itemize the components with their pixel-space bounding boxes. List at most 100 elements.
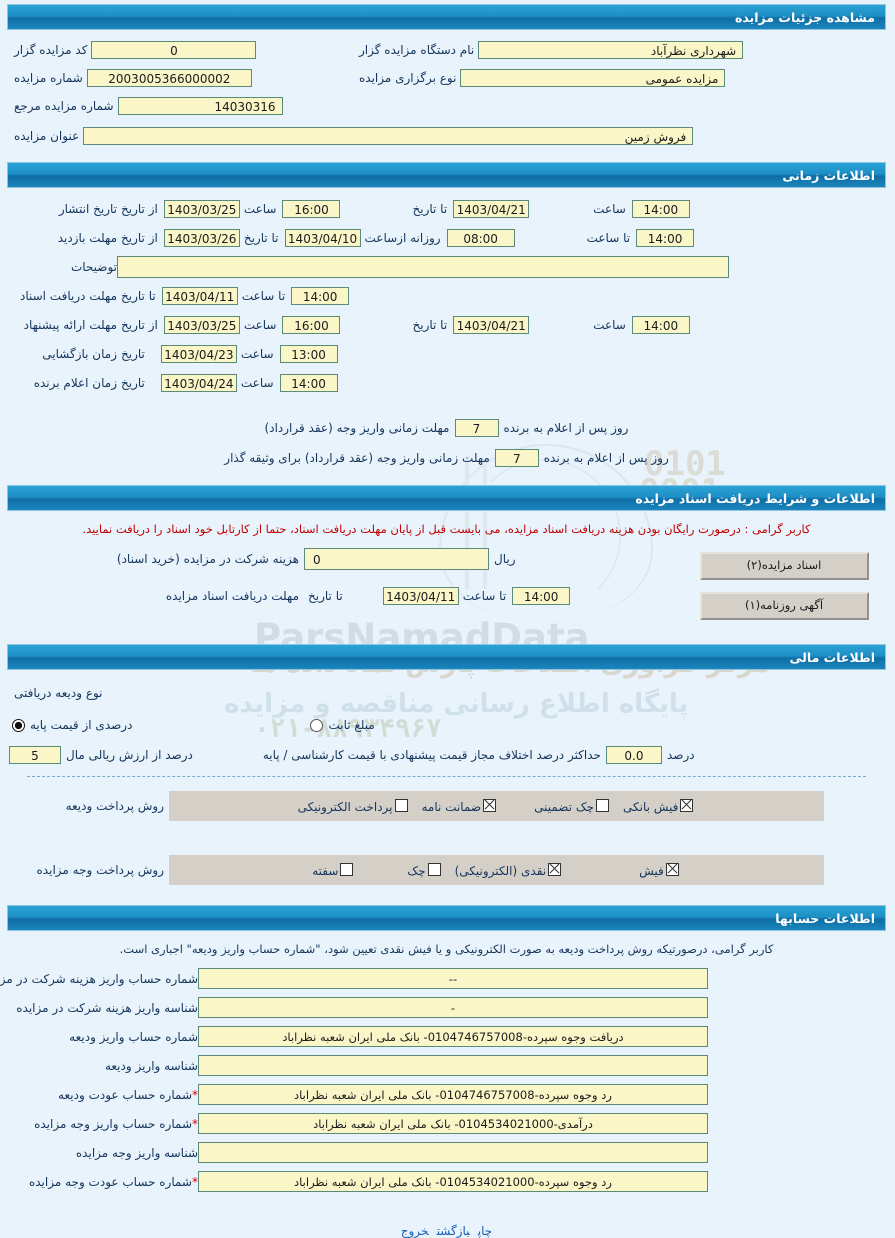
value-percent[interactable]: 5	[10, 746, 62, 764]
checkbox-cheque-icon[interactable]	[428, 862, 442, 876]
value-opening-time[interactable]: 13:00	[280, 344, 339, 363]
value-doc-deadline-date[interactable]: 1403/04/11	[383, 586, 460, 605]
radio-percent-of-base[interactable]	[13, 718, 26, 732]
checkbox-item-receipt[interactable]: فیش	[640, 862, 682, 878]
label-participation-cost: هزینه شرکت در مزایده (خرید اسناد)	[117, 551, 300, 566]
value-publish-from-time[interactable]: 16:00	[283, 199, 342, 218]
value-auction-code[interactable]: 0	[92, 41, 258, 59]
label-guarantee-letter: ضمانت نامه	[422, 799, 483, 814]
exit-link[interactable]: خروج	[401, 1224, 430, 1238]
checkbox-receipt-icon[interactable]	[666, 862, 680, 876]
checkbox-guaranteed-cheque-icon[interactable]	[596, 798, 610, 812]
value-account-7[interactable]: رد وجوه سپرده-0104534021000- بانک ملی ای…	[199, 1171, 709, 1192]
auction-documents-button[interactable]: اسناد مزایده(۲)	[700, 552, 870, 580]
row-account-4: *شماره حساب عودت ودیعه رد وجوه سپرده-010…	[10, 1080, 885, 1109]
value-proposal-till-date[interactable]: 1403/04/21	[454, 315, 531, 334]
checkbox-item-promissory-note[interactable]: سفته	[313, 862, 356, 878]
value-account-1[interactable]: -	[199, 997, 709, 1018]
value-auction-number[interactable]: 2003005366000002	[87, 69, 253, 87]
radio-fixed-amount[interactable]	[311, 718, 325, 732]
row-deposit-basis: درصدی از قیمت پایه مبلغ ثابت	[10, 710, 885, 740]
value-proposal-from-time[interactable]: 16:00	[283, 315, 342, 334]
label-description: توضیحات	[71, 259, 118, 274]
value-account-3[interactable]	[199, 1055, 709, 1076]
value-publish-till-date[interactable]: 1403/04/21	[454, 199, 531, 218]
value-publish-till-time[interactable]: 14:00	[632, 199, 691, 218]
value-account-5[interactable]: درآمدی-0104534021000- بانک ملی ایران شعب…	[199, 1113, 709, 1134]
checkbox-item-cash-electronic[interactable]: نقدی (الکترونیکی)	[456, 862, 565, 878]
label-ref-number: شماره مزایده مرجع	[15, 99, 115, 113]
value-proposal-till-time[interactable]: 14:00	[632, 315, 691, 334]
row-deposit-type: نوع ودیعه دریافتی	[10, 676, 885, 710]
newspaper-ad-button[interactable]: آگهی روزنامه(۱)	[700, 592, 870, 620]
section-header-details: مشاهده جزئیات مزایده	[8, 4, 887, 30]
value-visit-daily-end[interactable]: 14:00	[637, 228, 696, 247]
checkbox-electronic-payment-icon[interactable]	[395, 798, 409, 812]
row-auction-title: عنوان مزایده فروش زمین	[10, 122, 885, 150]
label-promissory-note: سفته	[313, 863, 340, 878]
value-payment-deadline-2[interactable]: 7	[495, 449, 540, 467]
label-account-5: *شماره حساب واریز وجه مزایده	[10, 1117, 199, 1131]
value-payment-deadline-1[interactable]: 7	[455, 419, 500, 437]
value-description[interactable]	[118, 255, 730, 278]
label-winner-announce-time: زمان اعلام برنده	[34, 375, 118, 390]
row-proposal-deadline: مهلت ارائه پیشنهاد از تاریخ 1403/03/25 س…	[10, 310, 885, 339]
checkbox-item-guaranteed-cheque[interactable]: چک تضمینی	[535, 798, 612, 814]
checkbox-item-cheque[interactable]: چک	[408, 862, 443, 878]
value-opening-date[interactable]: 1403/04/23	[161, 344, 238, 363]
value-organization[interactable]: شهرداری نظرآباد	[479, 41, 745, 59]
value-visit-till-date[interactable]: 1403/04/10	[285, 228, 362, 247]
accounts-notice: کاربر گرامی، درصورتیکه روش پرداخت ودیعه …	[120, 942, 775, 956]
value-participation-cost[interactable]: 0	[305, 547, 490, 570]
label-date-opening: تاریخ	[122, 346, 146, 361]
checkbox-bank-receipt-icon[interactable]	[681, 798, 695, 812]
row-account-1: شناسه واریز هزینه شرکت در مزایده -	[10, 993, 885, 1022]
checkbox-item-electronic-payment[interactable]: پرداخت الکترونیکی	[299, 798, 411, 814]
label-auction-number: شماره مزایده	[15, 71, 84, 85]
checkbox-item-guarantee-letter[interactable]: ضمانت نامه	[422, 798, 500, 814]
required-marker-5: *	[193, 1116, 199, 1131]
checkbox-item-bank-receipt[interactable]: فیش بانکی	[624, 798, 696, 814]
row-payment-deadline-2: مهلت زمانی واریز وجه (عقد قرارداد) برای …	[10, 443, 885, 473]
label-daily-from-hour: روزانه ازساعت	[365, 230, 442, 245]
label-payment-deadline-1: مهلت زمانی واریز وجه (عقد قرارداد)	[265, 421, 451, 435]
row-visit-deadline: مهلت بازدید از تاریخ 1403/03/26 تا تاریخ…	[10, 223, 885, 252]
label-proposal-deadline: مهلت ارائه پیشنهاد	[24, 317, 118, 332]
value-ref-number[interactable]: 14030316	[118, 97, 284, 115]
label-text-account-7: شماره حساب عودت وجه مزایده	[29, 1174, 193, 1189]
row-account-3: شناسه واریز ودیعه	[10, 1051, 885, 1080]
value-winner-date[interactable]: 1403/04/24	[161, 373, 238, 392]
section-header-documents: اطلاعات و شرایط دریافت اسناد مزایده	[8, 485, 887, 511]
value-auction-type[interactable]: مزایده عمومی	[461, 69, 727, 87]
value-account-2[interactable]: دریافت وجوه سپرده-0104746757008- بانک مل…	[199, 1026, 709, 1047]
value-publish-from-date[interactable]: 1403/03/25	[164, 199, 241, 218]
details-body: کد مزایده گزار 0 شماره مزایده 2003005366…	[8, 30, 887, 158]
checkbox-guarantee-letter-icon[interactable]	[484, 798, 498, 812]
value-auction-title[interactable]: فروش زمین	[84, 127, 695, 145]
back-link[interactable]: بازگشت	[437, 1224, 471, 1238]
checkbox-promissory-note-icon[interactable]	[341, 862, 355, 876]
label-to-date-visit: تا تاریخ	[244, 230, 280, 245]
checkbox-cash-electronic-icon[interactable]	[549, 862, 563, 876]
value-doc-receive-till-date[interactable]: 1403/04/11	[162, 286, 239, 305]
value-visit-daily-start[interactable]: 08:00	[447, 228, 516, 247]
print-link[interactable]: چاپ	[478, 1224, 494, 1238]
value-account-0[interactable]: --	[199, 968, 709, 989]
label-opening-time: زمان بازگشایی	[43, 346, 118, 361]
label-percent-of-base: درصدی از قیمت پایه	[31, 718, 134, 732]
value-account-6[interactable]	[199, 1142, 709, 1163]
value-winner-time[interactable]: 14:00	[280, 373, 339, 392]
value-visit-from-date[interactable]: 1403/03/26	[164, 228, 241, 247]
unit-participation-cost: ریال	[495, 551, 517, 566]
label-date-winner: تاریخ	[122, 375, 146, 390]
value-max-diff[interactable]: 0.0	[606, 746, 663, 764]
label-account-2: شماره حساب واریز ودیعه	[70, 1029, 199, 1044]
value-account-4[interactable]: رد وجوه سپرده-0104746757008- بانک ملی ای…	[199, 1084, 709, 1105]
value-proposal-from-date[interactable]: 1403/03/25	[164, 315, 241, 334]
value-doc-deadline-time[interactable]: 14:00	[513, 586, 572, 605]
label-hour-proposal: ساعت	[244, 317, 278, 332]
label-from-date-proposal: از تاریخ	[122, 317, 159, 332]
label-guaranteed-cheque: چک تضمینی	[535, 799, 595, 814]
label-to-hour-doc-deadline: تا ساعت	[463, 588, 508, 603]
value-doc-receive-till-time[interactable]: 14:00	[292, 286, 351, 305]
